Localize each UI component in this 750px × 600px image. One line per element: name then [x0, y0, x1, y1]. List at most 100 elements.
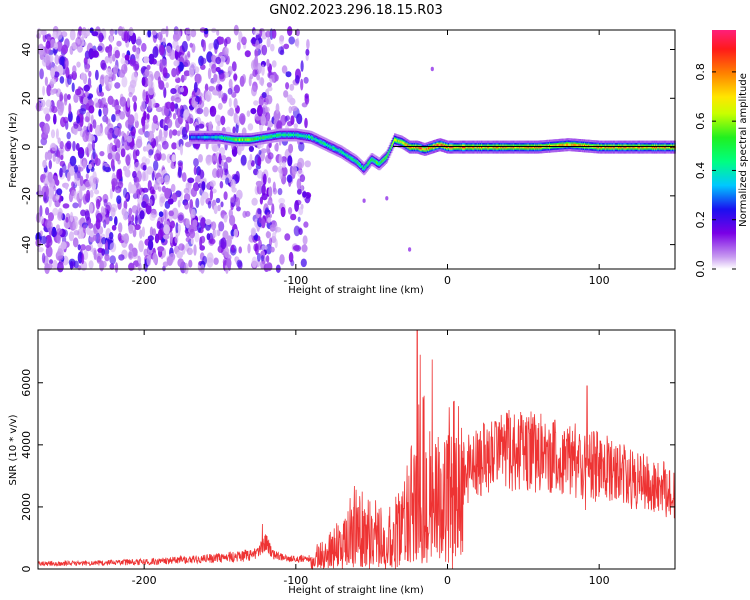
- spectrogram-noise-blob: [107, 143, 111, 156]
- spectrogram-noise-blob: [147, 76, 152, 88]
- spectrogram-noise-blob: [151, 30, 157, 36]
- spectrogram-noise-blob: [60, 154, 64, 161]
- spectrogram-noise-blob: [199, 236, 203, 249]
- spectrogram-ridge-cell: [476, 145, 479, 149]
- spectrogram-noise-blob: [296, 178, 302, 190]
- spectrogram-noise-blob: [247, 123, 254, 131]
- spectrogram-ridge-cell: [420, 147, 423, 150]
- spectrogram-noise-blob: [83, 250, 89, 261]
- spectrogram-ridge-cell: [527, 145, 530, 149]
- spectrogram-noise-blob: [278, 154, 283, 166]
- spectrogram-ridge-cell: [556, 144, 558, 147]
- spectrogram-ridge-cell: [276, 134, 278, 137]
- spectrogram-ridge-cell: [403, 142, 406, 145]
- spectrogram-ridge-cell: [371, 158, 374, 161]
- spectrogram-noise-blob: [304, 160, 312, 168]
- spectrogram-ridge-cell: [620, 145, 622, 149]
- spectrogram-noise-blob: [143, 56, 150, 64]
- spectrogram-noise-blob: [171, 154, 176, 163]
- spectrogram-noise-blob: [151, 189, 156, 195]
- spectrogram-noise-blob: [265, 231, 272, 239]
- spectrogram-ridge-cell: [343, 152, 345, 155]
- spectrogram-noise-blob: [54, 54, 60, 65]
- spectrogram-noise-blob: [105, 204, 111, 215]
- spectrogram-noise-blob: [213, 204, 218, 215]
- spectrogram-noise-blob: [125, 154, 131, 166]
- spectrogram-noise-blob: [46, 84, 52, 97]
- spectrogram-noise-blob: [285, 82, 290, 90]
- spectrogram-ridge-cell: [614, 145, 617, 149]
- spectrogram-ridge-cell: [345, 153, 347, 156]
- spectrogram-noise-blob: [266, 37, 271, 48]
- spectrogram-noise-blob: [51, 229, 58, 237]
- spectrogram-ridge-cell: [529, 145, 532, 149]
- spectrogram-noise-blob: [190, 29, 197, 38]
- spectrogram-noise-blob: [114, 262, 119, 273]
- spectrogram-ridge-cell: [291, 133, 293, 137]
- spectrogram-noise-blob: [385, 196, 389, 201]
- spectrogram-noise-blob: [43, 191, 47, 202]
- spectrogram-ridge-cell: [248, 138, 251, 141]
- spectrogram-ridge-cell: [400, 140, 402, 143]
- spectrogram-ridge-cell: [259, 137, 261, 140]
- spectrogram-ridge-cell: [227, 137, 229, 140]
- spectrogram-ridge-cell: [268, 135, 271, 138]
- spectrogram-noise-blob: [267, 200, 273, 206]
- spectrogram-noise-blob: [213, 39, 219, 50]
- spectrogram-ridge-cell: [308, 135, 310, 139]
- spectrogram-ridge-cell: [318, 140, 321, 143]
- spectrogram-noise-blob: [79, 187, 83, 200]
- spectrogram-ridge-cell: [653, 145, 655, 149]
- spectrogram-noise-blob: [258, 239, 262, 251]
- spectrogram-noise-blob: [256, 169, 263, 179]
- spectrogram-ridge-cell: [328, 144, 330, 148]
- spectrogram-noise-blob: [73, 230, 80, 236]
- spectrogram-noise-blob: [83, 84, 90, 92]
- spectrogram-ridge-cell: [409, 145, 412, 149]
- spectrogram-noise-blob: [85, 146, 89, 156]
- spectrogram-ridge-cell: [269, 135, 272, 138]
- spectrogram-noise-blob: [112, 53, 116, 62]
- spectrogram-noise-blob: [222, 230, 229, 240]
- spectrogram-ridge-cell: [473, 145, 476, 149]
- spectrogram-ridge-cell: [609, 145, 612, 149]
- y-tick-label: -20: [20, 187, 33, 205]
- spectrogram-noise-blob: [50, 67, 55, 78]
- spectrogram-noise-blob: [48, 212, 54, 222]
- spectrogram-ridge-cell: [405, 143, 408, 147]
- spectrogram-noise-blob: [82, 130, 89, 143]
- spectrogram-noise-blob: [163, 124, 169, 131]
- spectrogram-noise-blob: [93, 249, 97, 261]
- spectrogram-noise-blob: [81, 253, 85, 265]
- spectrogram-noise-blob: [293, 123, 298, 129]
- spectrogram-noise-blob: [128, 207, 133, 216]
- spectrogram-noise-blob: [205, 219, 212, 225]
- spectrogram-noise-blob: [204, 90, 212, 102]
- spectrogram-noise-blob: [195, 197, 200, 209]
- spectrogram-noise-blob: [267, 86, 273, 92]
- spectrogram-noise-blob: [100, 74, 105, 80]
- spectrogram-noise-blob: [73, 190, 78, 200]
- spectrogram-ridge-cell: [293, 133, 295, 137]
- spectrogram-noise-blob: [168, 129, 173, 139]
- x-tick-label: 100: [589, 574, 610, 587]
- spectrogram-noise-blob: [69, 45, 74, 56]
- spectrogram-noise-blob: [288, 207, 293, 215]
- colorbar-tick-label: 0.0: [694, 260, 707, 278]
- spectrogram-noise-blob: [121, 63, 128, 75]
- spectrogram-noise-blob: [50, 129, 56, 139]
- spectrogram-noise-blob: [200, 57, 207, 65]
- spectrogram-noise-blob: [261, 44, 268, 56]
- spectrogram-noise-blob: [61, 57, 66, 67]
- spectrogram-noise-blob: [231, 61, 237, 72]
- spectrogram-noise-blob: [170, 88, 177, 95]
- spectrogram-noise-blob: [170, 183, 176, 193]
- x-tick-label: 0: [444, 574, 451, 587]
- spectrogram-noise-blob: [274, 143, 279, 152]
- spectrogram-noise-blob: [111, 99, 116, 108]
- spectrogram-ridge-cell: [397, 139, 399, 142]
- spectrogram-noise-blob: [274, 74, 279, 82]
- spectrogram-noise-blob: [111, 178, 118, 187]
